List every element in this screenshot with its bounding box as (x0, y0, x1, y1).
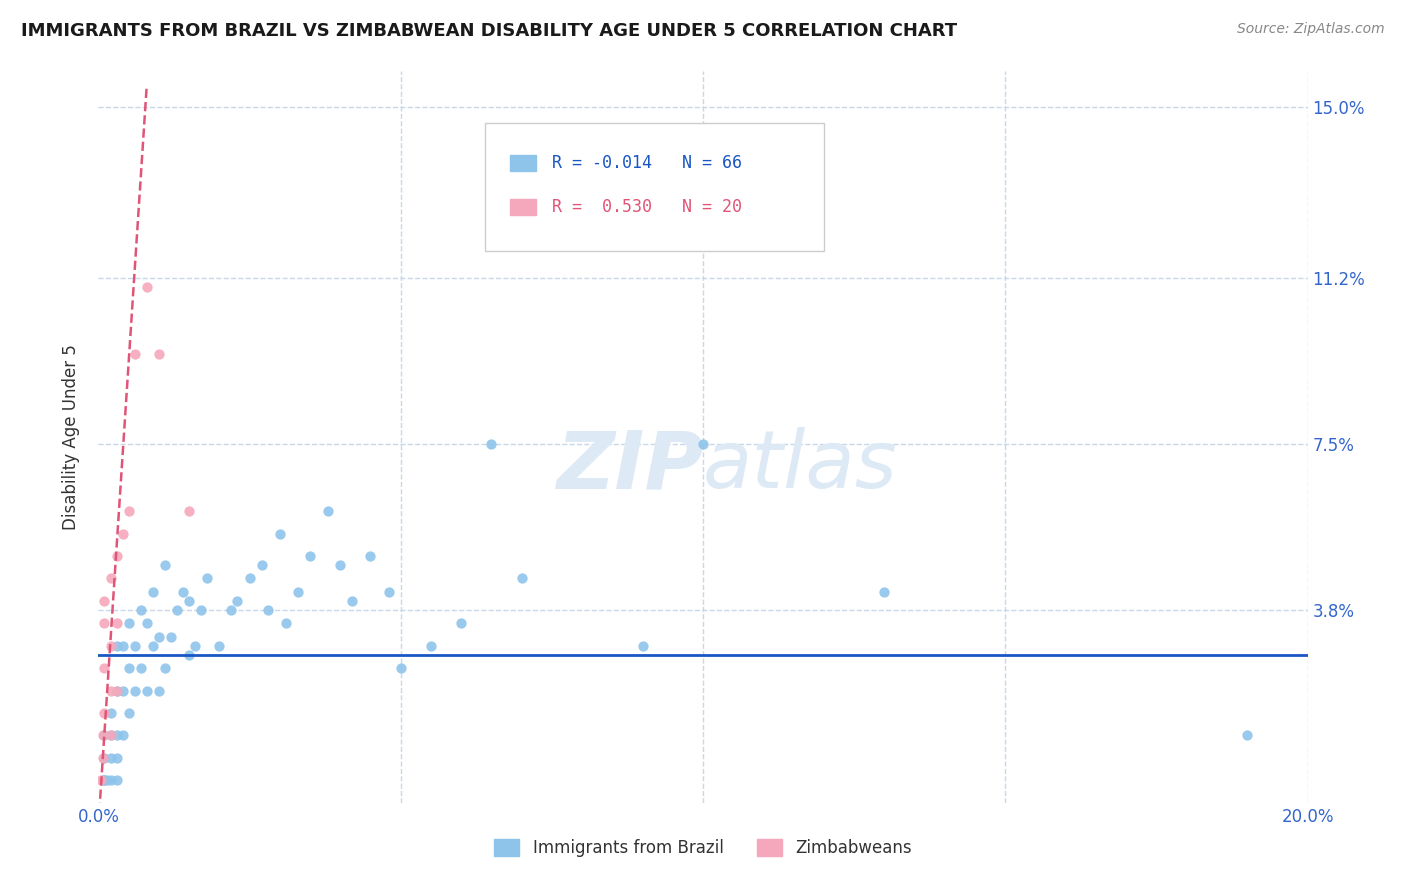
Point (100, 683, 122, 698)
Point (93, 773, 115, 788)
Point (111, 683, 134, 698)
Y-axis label: Disability Age Under 5: Disability Age Under 5 (62, 344, 80, 530)
Point (129, 661, 152, 675)
Point (179, 504, 201, 518)
Point (316, 504, 339, 518)
Point (481, 437, 503, 451)
Legend: Immigrants from Brazil, Zimbabweans: Immigrants from Brazil, Zimbabweans (488, 832, 918, 864)
Point (105, 616, 128, 631)
Point (118, 661, 141, 675)
Point (226, 594, 249, 608)
Text: R = -0.014   N = 66: R = -0.014 N = 66 (551, 153, 742, 172)
Point (105, 639, 128, 653)
Point (111, 526, 134, 541)
Text: atlas: atlas (703, 427, 898, 506)
Point (105, 729, 128, 743)
Point (153, 661, 176, 675)
Point (631, 639, 654, 653)
Point (148, 683, 170, 698)
Point (287, 585, 309, 599)
Point (195, 571, 218, 585)
Point (105, 683, 128, 698)
Point (111, 729, 134, 743)
Point (360, 549, 382, 563)
Point (100, 706, 122, 720)
Point (93, 773, 115, 788)
Point (184, 639, 207, 653)
Point (179, 594, 201, 608)
Point (148, 347, 170, 361)
Point (190, 603, 212, 617)
Point (142, 585, 165, 599)
Point (100, 571, 122, 585)
Bar (509, 154, 536, 171)
Point (91, 729, 114, 743)
Point (342, 594, 364, 608)
Point (124, 639, 146, 653)
Point (377, 585, 399, 599)
Point (692, 437, 714, 451)
Point (90, 773, 112, 788)
Point (329, 558, 352, 572)
Point (105, 773, 128, 788)
Point (1236, 729, 1258, 743)
Point (93, 661, 115, 675)
Point (148, 630, 170, 644)
Point (172, 585, 194, 599)
FancyBboxPatch shape (485, 122, 824, 251)
Point (269, 526, 291, 541)
Point (124, 683, 146, 698)
Point (135, 279, 157, 293)
Point (160, 630, 183, 644)
Point (91, 773, 114, 788)
Point (873, 585, 896, 599)
Point (179, 648, 201, 662)
Point (299, 549, 322, 563)
Point (129, 603, 152, 617)
Point (100, 639, 122, 653)
Point (96, 773, 118, 788)
Point (118, 504, 141, 518)
Point (100, 773, 122, 788)
Point (93, 616, 115, 631)
Bar (509, 199, 536, 215)
Point (208, 639, 231, 653)
Point (250, 558, 273, 572)
Point (93, 729, 115, 743)
Point (450, 616, 472, 631)
Point (111, 639, 134, 653)
Point (93, 706, 115, 720)
Point (118, 706, 141, 720)
Text: Source: ZipAtlas.com: Source: ZipAtlas.com (1237, 22, 1385, 37)
Point (105, 751, 128, 765)
Point (142, 639, 165, 653)
Point (100, 729, 122, 743)
Point (118, 616, 141, 631)
Point (420, 639, 443, 653)
Point (93, 751, 115, 765)
Text: IMMIGRANTS FROM BRAZIL VS ZIMBABWEAN DISABILITY AGE UNDER 5 CORRELATION CHART: IMMIGRANTS FROM BRAZIL VS ZIMBABWEAN DIS… (21, 22, 957, 40)
Text: ZIP: ZIP (555, 427, 703, 506)
Point (93, 594, 115, 608)
Point (239, 571, 262, 585)
Point (166, 603, 188, 617)
Point (100, 751, 122, 765)
Point (91, 751, 114, 765)
Point (105, 683, 128, 698)
Point (389, 661, 412, 675)
Point (221, 603, 243, 617)
Point (100, 729, 122, 743)
Point (105, 549, 128, 563)
Point (274, 616, 297, 631)
Point (135, 683, 157, 698)
Point (256, 603, 278, 617)
Point (510, 571, 533, 585)
Point (153, 558, 176, 572)
Point (135, 616, 157, 631)
Point (124, 347, 146, 361)
Text: R =  0.530   N = 20: R = 0.530 N = 20 (551, 198, 742, 216)
